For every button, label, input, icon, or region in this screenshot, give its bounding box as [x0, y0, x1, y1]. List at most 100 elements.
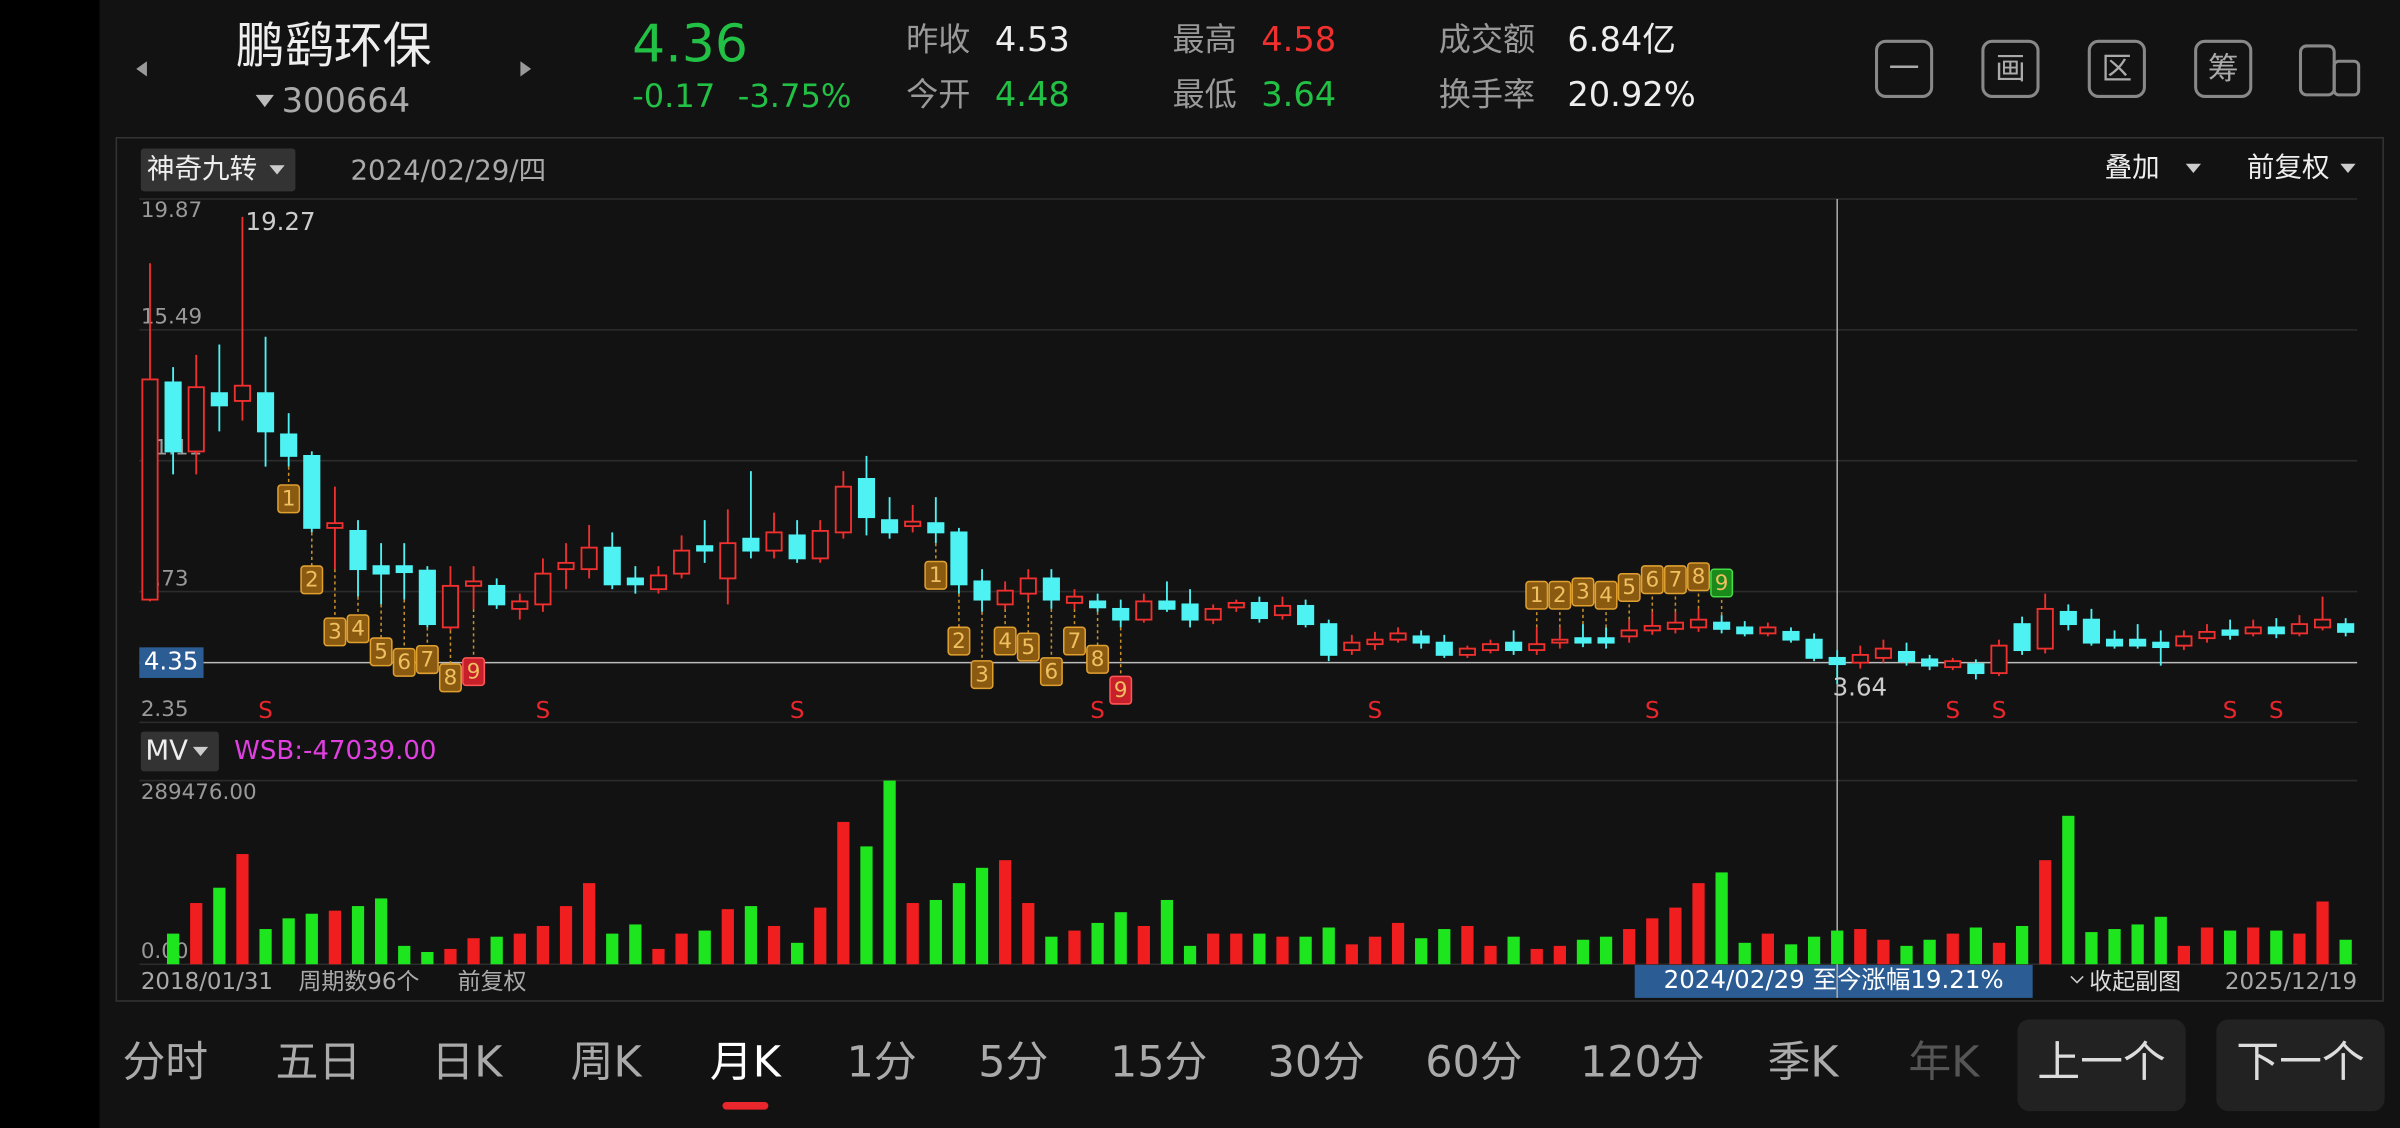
- period-tab[interactable]: 年K: [1908, 1038, 1980, 1088]
- period-tab[interactable]: 15分: [1110, 1038, 1207, 1088]
- period-tab[interactable]: 30分: [1268, 1038, 1365, 1088]
- candle-body: [1643, 624, 1661, 632]
- candle-body: [534, 572, 552, 606]
- candle-body: [2244, 626, 2262, 635]
- candle-body: [256, 392, 275, 433]
- volume-bar: [1230, 933, 1243, 965]
- volume-bar: [1415, 938, 1428, 965]
- volume-bar: [1183, 945, 1197, 965]
- nine-turn-box: [415, 645, 439, 675]
- footer-adjust: 前复权: [458, 969, 527, 995]
- x-tick-label: 2025/12/19: [2225, 969, 2357, 995]
- candle-body: [2313, 618, 2332, 629]
- nine-turn-count: 7: [1669, 567, 1683, 592]
- tool-button[interactable]: [2194, 39, 2253, 98]
- indicator-button[interactable]: [140, 148, 296, 192]
- stat-label: 成交额: [1439, 20, 1535, 58]
- tool-label: 筹: [2208, 52, 2239, 87]
- prev-stock-arrow[interactable]: [136, 61, 147, 77]
- range-note-box: [1634, 964, 2033, 998]
- collapse-button[interactable]: 收起副图: [2089, 969, 2181, 995]
- last-price: 4.36: [632, 14, 748, 74]
- period-tab[interactable]: 月K: [710, 1038, 782, 1088]
- period-tab[interactable]: 1分: [847, 1038, 917, 1088]
- period-tab[interactable]: 60分: [1425, 1038, 1522, 1088]
- candle-body: [1874, 647, 1892, 659]
- candle-body: [464, 580, 483, 587]
- signal-label: S: [258, 698, 273, 724]
- candle-body: [164, 381, 182, 453]
- volume-bar: [883, 780, 896, 965]
- stat-value: 4.53: [995, 20, 1070, 59]
- period-tab[interactable]: 五日: [276, 1038, 362, 1088]
- candle-body: [1921, 658, 1939, 667]
- period-tab[interactable]: 日K: [431, 1038, 503, 1088]
- stat-value: 20.92%: [1567, 75, 1695, 114]
- candle-body: [418, 569, 436, 626]
- nine-turn-box: [1548, 580, 1572, 610]
- volume-bar: [1831, 930, 1844, 965]
- signal-label: S: [1368, 698, 1383, 724]
- volume-bar: [1322, 927, 1335, 965]
- phone-icon[interactable]: [2298, 44, 2361, 97]
- stat-value: 6.84亿: [1567, 20, 1676, 59]
- volume-bar: [1299, 936, 1312, 965]
- candle-body: [2129, 638, 2147, 647]
- adjust-button[interactable]: 前复权: [2247, 151, 2330, 183]
- volume-bar: [1877, 939, 1890, 965]
- tool-button[interactable]: [1981, 39, 2040, 98]
- candle-body: [2059, 610, 2077, 626]
- next-stock-arrow[interactable]: [520, 61, 532, 77]
- crosshair-date: 2024/02/29/四: [351, 154, 547, 186]
- period-tab[interactable]: 分时: [122, 1038, 208, 1088]
- candle-body: [1736, 626, 1754, 635]
- candle-body: [1320, 623, 1338, 656]
- candle-body: [603, 546, 621, 586]
- volume-bar: [583, 883, 596, 965]
- nine-turn-count: 6: [1645, 567, 1659, 592]
- nine-turn-count: 7: [1068, 629, 1082, 654]
- nav-button[interactable]: [2216, 1019, 2385, 1112]
- period-tab[interactable]: 5分: [978, 1038, 1048, 1088]
- tool-button[interactable]: [2087, 39, 2146, 98]
- volume-bar: [1368, 936, 1382, 965]
- signal-label: S: [1945, 698, 1960, 724]
- volume-bar: [2085, 932, 2098, 965]
- dropdown-arrow: [2185, 163, 2202, 173]
- signal-label: S: [790, 698, 805, 724]
- nav-button[interactable]: [2017, 1019, 2186, 1112]
- candle-body: [1551, 638, 1569, 644]
- nine-turn-box: [993, 626, 1017, 656]
- nine-turn-box: [1687, 562, 1710, 592]
- volume-bar: [2015, 925, 2029, 965]
- period-tab[interactable]: 周K: [571, 1038, 643, 1088]
- y-tick-label: 2.35: [141, 697, 189, 722]
- volume-bar: [1969, 927, 1982, 965]
- candle-body: [557, 561, 575, 571]
- signal-label: S: [1090, 698, 1105, 724]
- candle-body: [649, 574, 668, 591]
- sub-indicator-button[interactable]: [140, 731, 219, 772]
- nine-turn-box: [1525, 580, 1549, 610]
- period-tab[interactable]: 120分: [1580, 1038, 1705, 1088]
- nine-turn-count: 5: [1021, 635, 1035, 660]
- volume-bar: [1345, 944, 1358, 965]
- volume-bar: [2247, 927, 2260, 965]
- volume-bar: [1715, 872, 1728, 965]
- tool-button[interactable]: [1875, 39, 1934, 98]
- candle-body: [1273, 604, 1292, 617]
- volume-bar: [444, 948, 457, 965]
- nine-turn-box: [924, 560, 948, 590]
- period-tab[interactable]: 季K: [1768, 1038, 1840, 1088]
- volume-bar: [328, 910, 342, 965]
- nine-turn-box: [462, 657, 486, 687]
- candle-body: [1412, 635, 1430, 644]
- candle-body: [673, 549, 691, 575]
- nine-turn-count: 9: [1114, 678, 1128, 703]
- candle-body: [1990, 644, 2008, 675]
- volume-bar: [1900, 945, 1913, 965]
- overlay-button[interactable]: 叠加: [2105, 151, 2160, 183]
- indicator-name: 神奇九转: [147, 153, 257, 185]
- volume-bar: [1137, 925, 1150, 965]
